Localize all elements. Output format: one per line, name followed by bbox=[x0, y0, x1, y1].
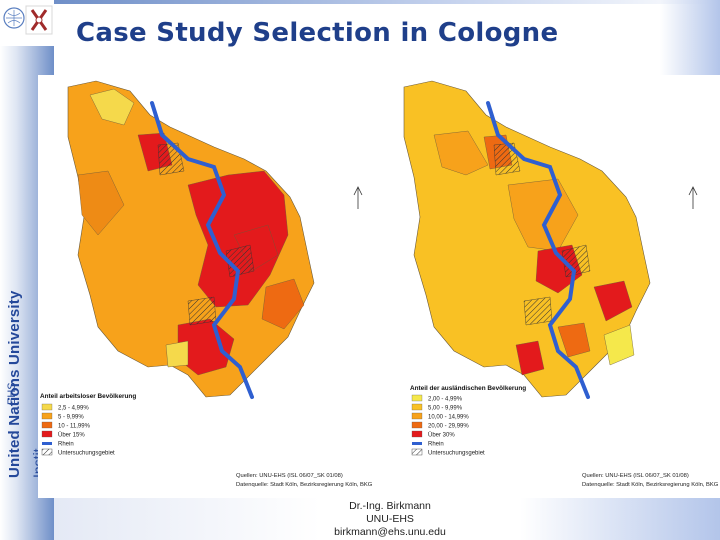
right-map-legend: Anteil der ausländischen Bevölkerung 2,0… bbox=[410, 385, 526, 457]
left-legend-swatch bbox=[41, 421, 53, 429]
top-accent-bar bbox=[54, 0, 720, 4]
left-legend-label: 2,5 - 4,99% bbox=[58, 406, 89, 412]
right-legend-label: Über 30% bbox=[428, 432, 455, 439]
unu-logo-icon bbox=[3, 5, 53, 35]
right-map-red-east bbox=[593, 280, 633, 322]
left-map-north-arrow bbox=[353, 186, 363, 209]
footer-contact: Dr.-Ing. Birkmann UNU-EHS birkmann@ehs.u… bbox=[305, 500, 475, 539]
left-source-line2: Datenquelle: Stadt Köln, Bezirksregierun… bbox=[236, 482, 373, 488]
right-legend-title: Anteil der ausländischen Bevölkerung bbox=[410, 385, 526, 392]
left-legend-label: Untersuchungsgebiet bbox=[58, 451, 115, 457]
left-map: Anteil arbeitsloser Bevölkerung 2,5 - 4,… bbox=[40, 80, 373, 488]
left-source-line1: Quellen: UNU-EHS (ISL 06/07_SK 01/08) bbox=[236, 473, 343, 479]
right-legend-swatch bbox=[411, 448, 423, 456]
left-legend-label: 10 - 11,99% bbox=[58, 424, 91, 430]
maps-image: Anteil arbeitsloser Bevölkerung 2,5 - 4,… bbox=[38, 75, 720, 498]
right-legend-swatch bbox=[411, 421, 423, 429]
right-legend-label: 5,00 - 9,99% bbox=[428, 406, 463, 412]
right-map-rhine-river bbox=[486, 101, 590, 399]
right-legend-swatch bbox=[411, 403, 423, 411]
right-map-red-south bbox=[515, 340, 545, 376]
sidebar-ehs-text: EHS bbox=[6, 382, 18, 405]
right-legend-label: 10,00 - 14,99% bbox=[428, 415, 469, 421]
footer-bar bbox=[54, 498, 720, 540]
right-legend-swatch bbox=[411, 430, 423, 438]
left-legend-swatch bbox=[42, 442, 52, 445]
left-map-city-outline bbox=[67, 80, 315, 398]
right-map-orange-north bbox=[433, 130, 489, 176]
left-legend-swatch bbox=[41, 403, 53, 411]
left-legend-label: Rhein bbox=[58, 442, 74, 448]
right-map-north-arrow bbox=[688, 186, 698, 209]
right-legend-label: Untersuchungsgebiet bbox=[428, 451, 485, 457]
right-legend-label: 2,00 - 4,99% bbox=[428, 397, 463, 403]
left-legend-swatch bbox=[41, 430, 53, 438]
footer-email: birkmann@ehs.unu.edu bbox=[334, 526, 446, 538]
right-map: Anteil der ausländischen Bevölkerung 2,0… bbox=[403, 80, 719, 488]
slide-title: Case Study Selection in Cologne bbox=[76, 18, 559, 48]
right-source-line1: Quellen: UNU-EHS (ISL 06/07_SK 01/08) bbox=[582, 473, 689, 479]
left-legend-swatch bbox=[41, 412, 53, 420]
footer-name: Dr.-Ing. Birkmann bbox=[349, 500, 431, 512]
right-map-yellow-southeast bbox=[603, 324, 635, 366]
left-map-yellow-north bbox=[89, 88, 135, 126]
left-map-rhine-river bbox=[150, 101, 254, 399]
left-map-yellow-south bbox=[165, 340, 189, 368]
footer-org: UNU-EHS bbox=[366, 513, 414, 525]
left-legend-swatch bbox=[41, 448, 53, 456]
right-map-orange-south bbox=[557, 322, 591, 358]
right-legend-swatch bbox=[411, 412, 423, 420]
right-source-line2: Datenquelle: Stadt Köln, Bezirksregierun… bbox=[582, 482, 719, 488]
left-map-orange-west bbox=[77, 170, 125, 236]
left-map-legend: Anteil arbeitsloser Bevölkerung 2,5 - 4,… bbox=[40, 393, 136, 457]
logo-area bbox=[0, 0, 54, 46]
left-legend-title: Anteil arbeitsloser Bevölkerung bbox=[40, 393, 136, 400]
right-legend-swatch bbox=[412, 442, 422, 445]
left-legend-label: 5 - 9,99% bbox=[58, 415, 84, 421]
right-legend-label: Rhein bbox=[428, 442, 444, 448]
left-map-orange-east bbox=[261, 278, 305, 330]
right-legend-swatch bbox=[411, 394, 423, 402]
right-legend-label: 20,00 - 29,99% bbox=[428, 424, 469, 430]
left-legend-label: Über 15% bbox=[58, 432, 85, 439]
